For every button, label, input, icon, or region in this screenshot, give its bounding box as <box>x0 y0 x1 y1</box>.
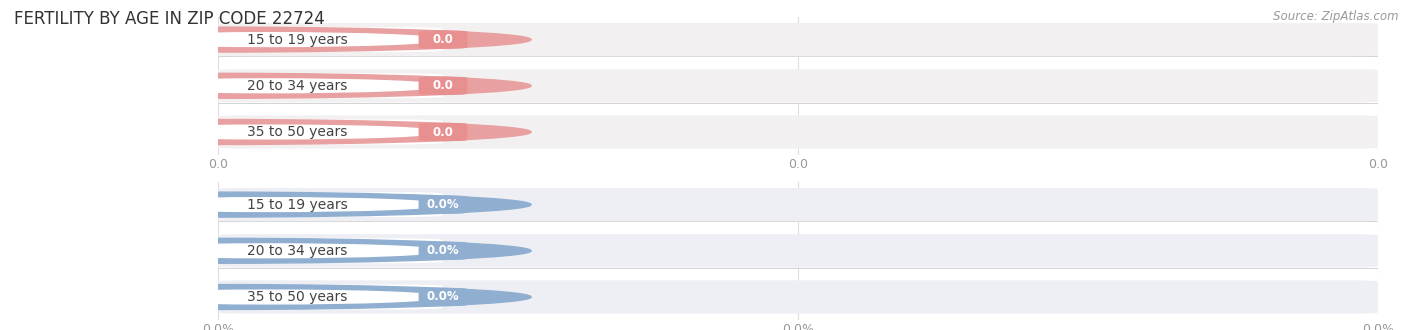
FancyBboxPatch shape <box>218 234 1378 267</box>
Text: 20 to 34 years: 20 to 34 years <box>247 244 347 258</box>
Text: 0.0%: 0.0% <box>426 290 460 304</box>
Text: 0.0%: 0.0% <box>426 198 460 211</box>
Text: 0.0: 0.0 <box>433 79 453 92</box>
FancyBboxPatch shape <box>218 284 443 310</box>
FancyBboxPatch shape <box>419 242 467 260</box>
FancyBboxPatch shape <box>218 69 1378 102</box>
FancyBboxPatch shape <box>218 238 443 263</box>
Text: FERTILITY BY AGE IN ZIP CODE 22724: FERTILITY BY AGE IN ZIP CODE 22724 <box>14 10 325 28</box>
Circle shape <box>97 198 441 212</box>
FancyBboxPatch shape <box>218 280 1378 314</box>
Text: 0.0%: 0.0% <box>426 244 460 257</box>
Circle shape <box>0 27 531 52</box>
Circle shape <box>0 284 531 310</box>
FancyBboxPatch shape <box>218 115 1378 148</box>
Text: Source: ZipAtlas.com: Source: ZipAtlas.com <box>1274 10 1399 23</box>
Circle shape <box>0 192 531 217</box>
FancyBboxPatch shape <box>218 188 1378 221</box>
Circle shape <box>97 33 441 47</box>
FancyBboxPatch shape <box>419 123 467 141</box>
Circle shape <box>97 125 441 139</box>
FancyBboxPatch shape <box>218 119 443 145</box>
Text: 35 to 50 years: 35 to 50 years <box>247 125 347 139</box>
FancyBboxPatch shape <box>218 73 443 98</box>
Circle shape <box>0 238 531 263</box>
Text: 15 to 19 years: 15 to 19 years <box>247 33 347 47</box>
Circle shape <box>0 73 531 98</box>
FancyBboxPatch shape <box>419 288 467 306</box>
FancyBboxPatch shape <box>419 77 467 95</box>
Text: 0.0: 0.0 <box>433 125 453 139</box>
Circle shape <box>0 119 531 145</box>
Circle shape <box>97 244 441 258</box>
FancyBboxPatch shape <box>218 192 443 217</box>
Circle shape <box>97 79 441 93</box>
FancyBboxPatch shape <box>218 27 443 52</box>
FancyBboxPatch shape <box>419 30 467 49</box>
Text: 15 to 19 years: 15 to 19 years <box>247 198 347 212</box>
Text: 20 to 34 years: 20 to 34 years <box>247 79 347 93</box>
Text: 35 to 50 years: 35 to 50 years <box>247 290 347 304</box>
Text: 0.0: 0.0 <box>433 33 453 46</box>
Circle shape <box>97 290 441 304</box>
FancyBboxPatch shape <box>419 195 467 214</box>
FancyBboxPatch shape <box>218 23 1378 56</box>
